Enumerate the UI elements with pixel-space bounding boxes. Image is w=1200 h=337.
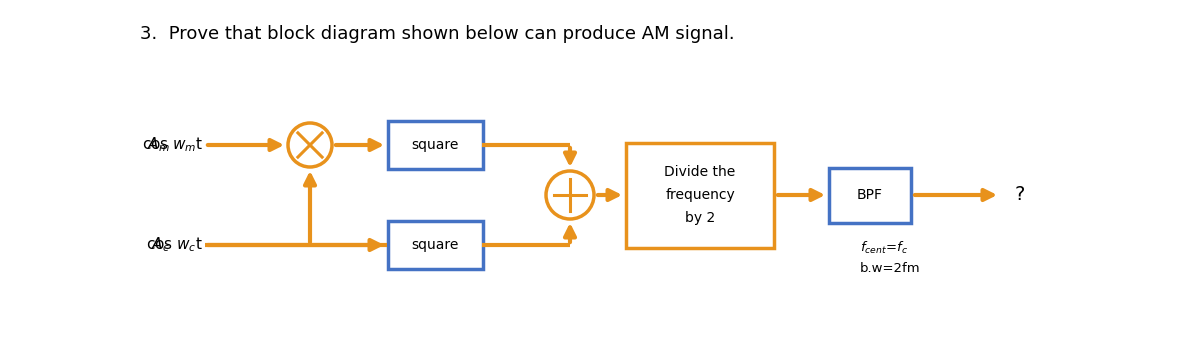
Text: b.w=2fm: b.w=2fm bbox=[860, 262, 920, 275]
Text: $A_m$: $A_m$ bbox=[148, 136, 170, 154]
Text: square: square bbox=[412, 238, 458, 252]
Text: cos $w_c$t: cos $w_c$t bbox=[146, 236, 203, 254]
Text: ?: ? bbox=[1015, 185, 1025, 205]
Text: $f_{cent}$=$f_c$: $f_{cent}$=$f_c$ bbox=[860, 240, 908, 256]
Text: cos $w_m$t: cos $w_m$t bbox=[142, 136, 203, 154]
Bar bbox=[388, 121, 482, 169]
Text: $A_c$: $A_c$ bbox=[151, 236, 170, 254]
Text: Divide the
frequency
by 2: Divide the frequency by 2 bbox=[665, 165, 736, 225]
Bar bbox=[626, 143, 774, 247]
Text: square: square bbox=[412, 138, 458, 152]
Bar bbox=[388, 221, 482, 269]
Text: 3.  Prove that block diagram shown below can produce AM signal.: 3. Prove that block diagram shown below … bbox=[140, 25, 734, 43]
Bar bbox=[829, 167, 911, 222]
Text: BPF: BPF bbox=[857, 188, 883, 202]
